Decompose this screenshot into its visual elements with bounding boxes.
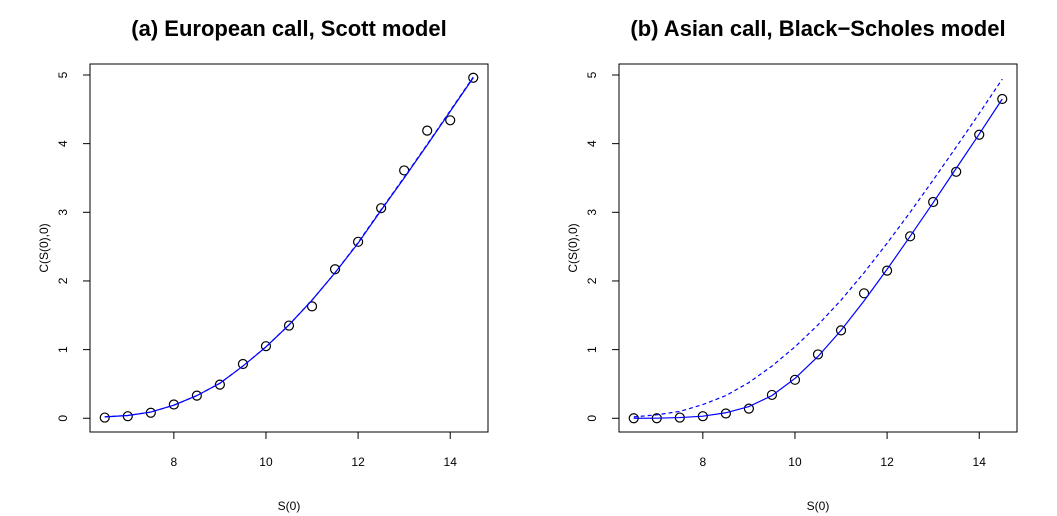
y-tick-label: 1 [56, 346, 70, 353]
data-point [329, 264, 341, 275]
y-tick-label: 2 [585, 277, 599, 284]
plot-frame [89, 63, 489, 433]
data-point [306, 301, 318, 312]
x-tick-label: 12 [880, 455, 894, 469]
y-tick-label: 4 [56, 140, 70, 147]
x-tick-label: 8 [699, 455, 706, 469]
chart-title: (b) Asian call, Black−Scholes model [630, 16, 1005, 41]
data-point [928, 196, 939, 208]
x-tick-label: 8 [170, 455, 177, 469]
y-tick-label: 5 [56, 71, 70, 78]
data-point [422, 125, 433, 136]
y-tick-label: 3 [56, 209, 70, 216]
plot-frame [618, 63, 1018, 433]
solid-line [633, 98, 1003, 419]
dashed-line [633, 78, 1003, 418]
x-tick-label: 10 [259, 455, 273, 469]
y-tick-label: 0 [585, 415, 599, 422]
x-tick-label: 14 [973, 455, 987, 469]
x-tick-label: 14 [444, 455, 458, 469]
data-point [237, 358, 249, 370]
y-tick-label: 0 [56, 415, 70, 422]
y-tick-label: 2 [56, 277, 70, 284]
data-point [376, 203, 387, 214]
data-point [789, 374, 801, 385]
data-point [835, 325, 847, 336]
y-axis-title: C(S(0),0) [37, 223, 51, 272]
data-point [445, 115, 456, 126]
y-tick-label: 3 [585, 209, 599, 216]
data-point [352, 236, 364, 247]
x-axis-title: S(0) [278, 499, 301, 513]
data-point [99, 412, 110, 423]
x-tick-label: 12 [351, 455, 365, 469]
data-point [283, 320, 295, 331]
chart-title: (a) European call, Scott model [131, 16, 446, 41]
data-point [905, 231, 916, 242]
y-tick-label: 1 [585, 346, 599, 353]
y-tick-label: 5 [585, 71, 599, 78]
y-axis-title: C(S(0),0) [566, 223, 580, 272]
y-tick-label: 4 [585, 140, 599, 147]
solid-line [104, 77, 474, 418]
data-point [260, 341, 272, 352]
data-point [191, 390, 202, 401]
x-axis-title: S(0) [807, 499, 830, 513]
data-point [214, 379, 226, 390]
data-point [468, 72, 479, 83]
data-point [974, 129, 985, 140]
data-point [997, 93, 1008, 105]
data-point [858, 288, 870, 299]
data-point [766, 389, 778, 401]
data-point [168, 399, 179, 410]
x-tick-label: 10 [788, 455, 802, 469]
data-point [881, 265, 893, 276]
dashed-line [104, 76, 474, 418]
data-point [812, 349, 824, 360]
data-point [743, 403, 755, 414]
